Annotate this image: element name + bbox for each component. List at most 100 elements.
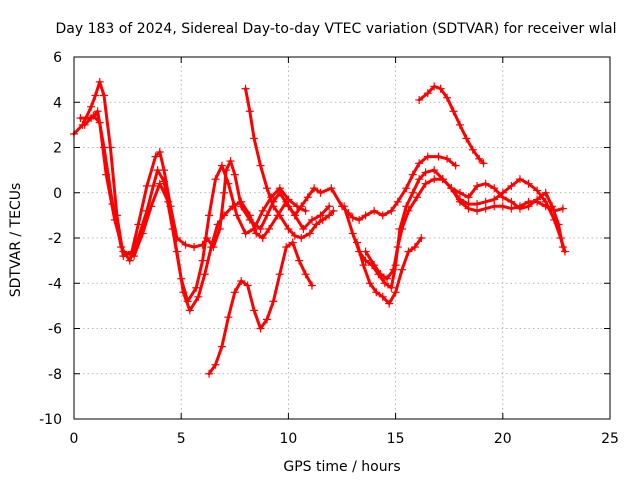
data-point-marker xyxy=(312,220,321,229)
data-point-marker xyxy=(359,261,368,270)
data-point-marker xyxy=(220,211,229,220)
series-arc-3 xyxy=(80,111,334,315)
data-point-marker xyxy=(479,159,488,168)
data-point-marker xyxy=(498,193,507,202)
data-point-marker xyxy=(91,91,100,100)
data-point-marker xyxy=(205,211,214,220)
data-point-marker xyxy=(151,152,160,161)
data-point-marker xyxy=(325,211,334,220)
data-point-marker xyxy=(554,220,563,229)
data-point-marker xyxy=(119,247,128,256)
data-point-marker xyxy=(172,247,181,256)
data-point-marker xyxy=(226,157,235,166)
data-point-marker xyxy=(361,211,370,220)
data-point-marker xyxy=(436,84,445,93)
tick-layer: 0 5 10 15 20 25 -10 -8 -6 -4 -2 0 2 4 6 xyxy=(39,50,619,447)
data-point-marker xyxy=(387,283,396,292)
data-point-marker xyxy=(297,234,306,242)
data-point-marker xyxy=(292,202,301,211)
data-point-marker xyxy=(507,197,516,206)
data-point-marker xyxy=(438,175,447,184)
data-point-marker xyxy=(95,77,104,86)
data-point-marker xyxy=(498,202,507,211)
data-point-marker xyxy=(230,170,239,179)
data-point-marker xyxy=(393,197,402,206)
data-point-marker xyxy=(348,229,357,238)
data-point-marker xyxy=(160,177,169,186)
data-point-marker xyxy=(421,168,430,177)
data-point-marker xyxy=(423,89,432,98)
data-point-marker xyxy=(76,114,85,123)
data-point-marker xyxy=(245,211,254,220)
data-point-marker xyxy=(560,247,569,256)
data-point-marker xyxy=(327,184,336,193)
data-point-marker xyxy=(134,220,143,229)
data-point-marker xyxy=(290,231,299,240)
data-point-marker xyxy=(455,188,464,197)
data-point-marker xyxy=(164,197,173,206)
data-point-marker xyxy=(340,202,349,211)
data-point-marker xyxy=(515,175,524,184)
data-point-marker xyxy=(355,215,364,224)
y-tick-label: -8 xyxy=(48,367,62,383)
data-point-marker xyxy=(376,270,385,279)
data-point-marker xyxy=(434,152,443,161)
data-point-marker xyxy=(179,288,188,297)
data-point-marker xyxy=(415,159,424,168)
data-point-marker xyxy=(393,243,402,252)
data-point-marker xyxy=(262,184,271,193)
data-point-marker xyxy=(515,204,524,213)
grid-layer xyxy=(74,57,610,419)
data-point-marker xyxy=(211,175,220,184)
data-point-marker xyxy=(245,107,254,116)
data-point-marker xyxy=(415,175,424,184)
x-tick-label: 25 xyxy=(601,431,619,447)
data-point-marker xyxy=(558,204,567,213)
data-point-marker xyxy=(353,238,362,247)
series-arc-7 xyxy=(353,234,426,308)
data-point-marker xyxy=(348,213,357,222)
data-point-marker xyxy=(475,154,484,163)
data-point-marker xyxy=(449,107,458,116)
data-point-marker xyxy=(198,256,207,265)
data-point-marker xyxy=(490,184,499,193)
x-tick-label: 5 xyxy=(177,431,186,447)
data-point-marker xyxy=(417,234,426,242)
data-point-marker xyxy=(507,204,516,213)
series-trace xyxy=(72,80,458,258)
data-point-marker xyxy=(455,120,464,129)
data-point-marker xyxy=(299,224,308,233)
data-point-marker xyxy=(110,215,119,224)
data-point-marker xyxy=(237,276,246,285)
data-point-marker xyxy=(241,84,250,93)
data-point-marker xyxy=(398,265,407,274)
data-point-marker xyxy=(190,243,199,252)
data-point-marker xyxy=(301,206,310,215)
data-point-marker xyxy=(258,206,267,215)
data-point-marker xyxy=(410,243,419,252)
data-point-marker xyxy=(303,193,312,202)
y-tick-label: -6 xyxy=(48,322,62,338)
series-trace xyxy=(364,177,565,281)
data-point-marker xyxy=(250,306,259,315)
data-point-marker xyxy=(217,161,226,170)
data-point-marker xyxy=(307,281,316,290)
data-point-marker xyxy=(256,161,265,170)
data-point-marker xyxy=(295,256,304,265)
series-arc-10 xyxy=(447,179,567,252)
data-point-marker xyxy=(541,188,550,197)
data-point-marker xyxy=(533,186,542,195)
data-point-marker xyxy=(252,229,261,238)
data-point-marker xyxy=(269,202,278,211)
data-point-marker xyxy=(205,369,214,378)
data-point-marker xyxy=(265,224,274,233)
data-point-marker xyxy=(284,224,293,233)
data-point-marker xyxy=(230,288,239,297)
data-point-marker xyxy=(462,134,471,143)
data-point-marker xyxy=(389,265,398,274)
data-point-marker xyxy=(404,206,413,215)
data-point-marker xyxy=(464,193,473,202)
data-point-marker xyxy=(370,261,379,270)
data-point-marker xyxy=(89,111,98,120)
